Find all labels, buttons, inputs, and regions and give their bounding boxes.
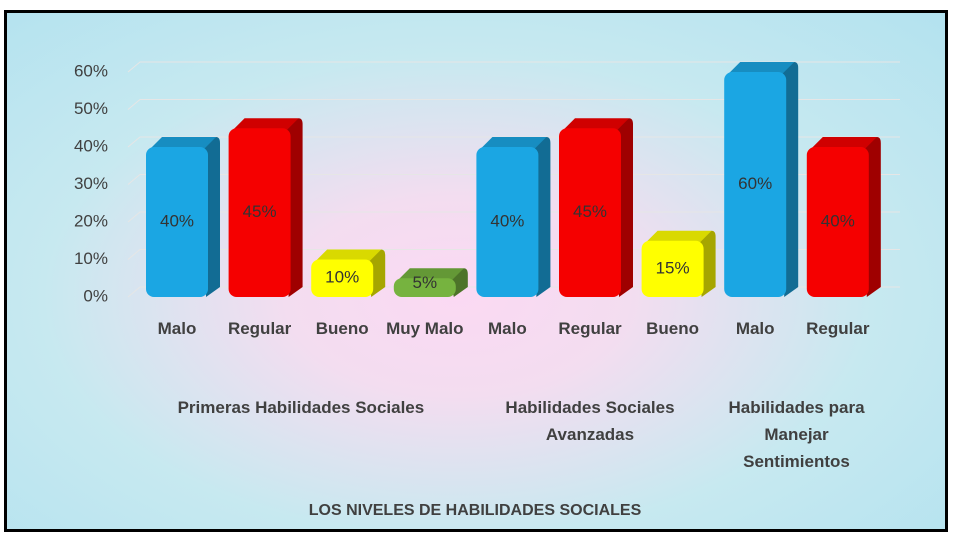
x-tick-label: Malo bbox=[735, 319, 775, 338]
grid-line bbox=[127, 61, 900, 73]
x-tick-label: Regular bbox=[806, 319, 870, 338]
y-tick-label: 20% bbox=[74, 211, 108, 230]
bar-top bbox=[645, 230, 712, 243]
grid-line bbox=[127, 99, 900, 110]
value-label: 15% bbox=[656, 258, 690, 277]
x-tick-label: Muy Malo bbox=[386, 319, 464, 338]
group-label: Habilidades para Manejar Sentimientos bbox=[728, 398, 865, 471]
bar bbox=[806, 147, 869, 297]
value-label: 40% bbox=[160, 211, 194, 230]
x-tick-label: Bueno bbox=[646, 319, 700, 338]
y-tick-label: 40% bbox=[74, 136, 108, 155]
bar bbox=[641, 240, 704, 297]
value-label: 60% bbox=[738, 174, 772, 193]
y-tick-label: 10% bbox=[74, 249, 108, 268]
value-label: 10% bbox=[325, 268, 359, 287]
bar bbox=[146, 147, 208, 297]
y-tick-label: 0% bbox=[83, 286, 108, 305]
x-tick-label: Malo bbox=[157, 319, 197, 338]
x-tick-label: Regular bbox=[558, 319, 622, 338]
group-label: Habilidades Sociales Avanzadas bbox=[505, 398, 675, 444]
x-tick-label: Bueno bbox=[315, 319, 369, 338]
grid-line bbox=[127, 211, 900, 223]
bar bbox=[476, 147, 539, 297]
bar bbox=[311, 259, 374, 297]
bar-top bbox=[397, 268, 464, 281]
y-tick-label: 50% bbox=[74, 99, 108, 118]
x-tick-label: Regular bbox=[227, 319, 292, 338]
value-label: 45% bbox=[243, 202, 277, 221]
bar-top bbox=[150, 137, 216, 149]
bar bbox=[393, 278, 456, 297]
grid-line bbox=[127, 136, 900, 148]
y-tick-label: 60% bbox=[74, 61, 108, 80]
group-label: Primeras Habilidades Sociales bbox=[177, 398, 425, 417]
value-label: 45% bbox=[573, 202, 607, 221]
bar-top bbox=[728, 62, 795, 74]
bar-top bbox=[480, 137, 547, 149]
value-label: 40% bbox=[821, 211, 855, 230]
bar-top bbox=[315, 249, 382, 262]
x-tick-label: Malo bbox=[488, 319, 527, 338]
bar bbox=[724, 72, 787, 297]
bar-top bbox=[563, 118, 629, 131]
value-label: 40% bbox=[490, 211, 524, 230]
y-tick-label: 30% bbox=[74, 174, 108, 193]
value-label: 5% bbox=[413, 273, 438, 292]
x-axis-title: LOS NIVELES DE HABILIDADES SOCIALES bbox=[308, 502, 642, 519]
grid-line bbox=[127, 174, 900, 185]
bar-top bbox=[810, 137, 877, 149]
bar-top bbox=[232, 118, 299, 131]
bar bbox=[559, 128, 621, 297]
bar bbox=[228, 128, 291, 297]
